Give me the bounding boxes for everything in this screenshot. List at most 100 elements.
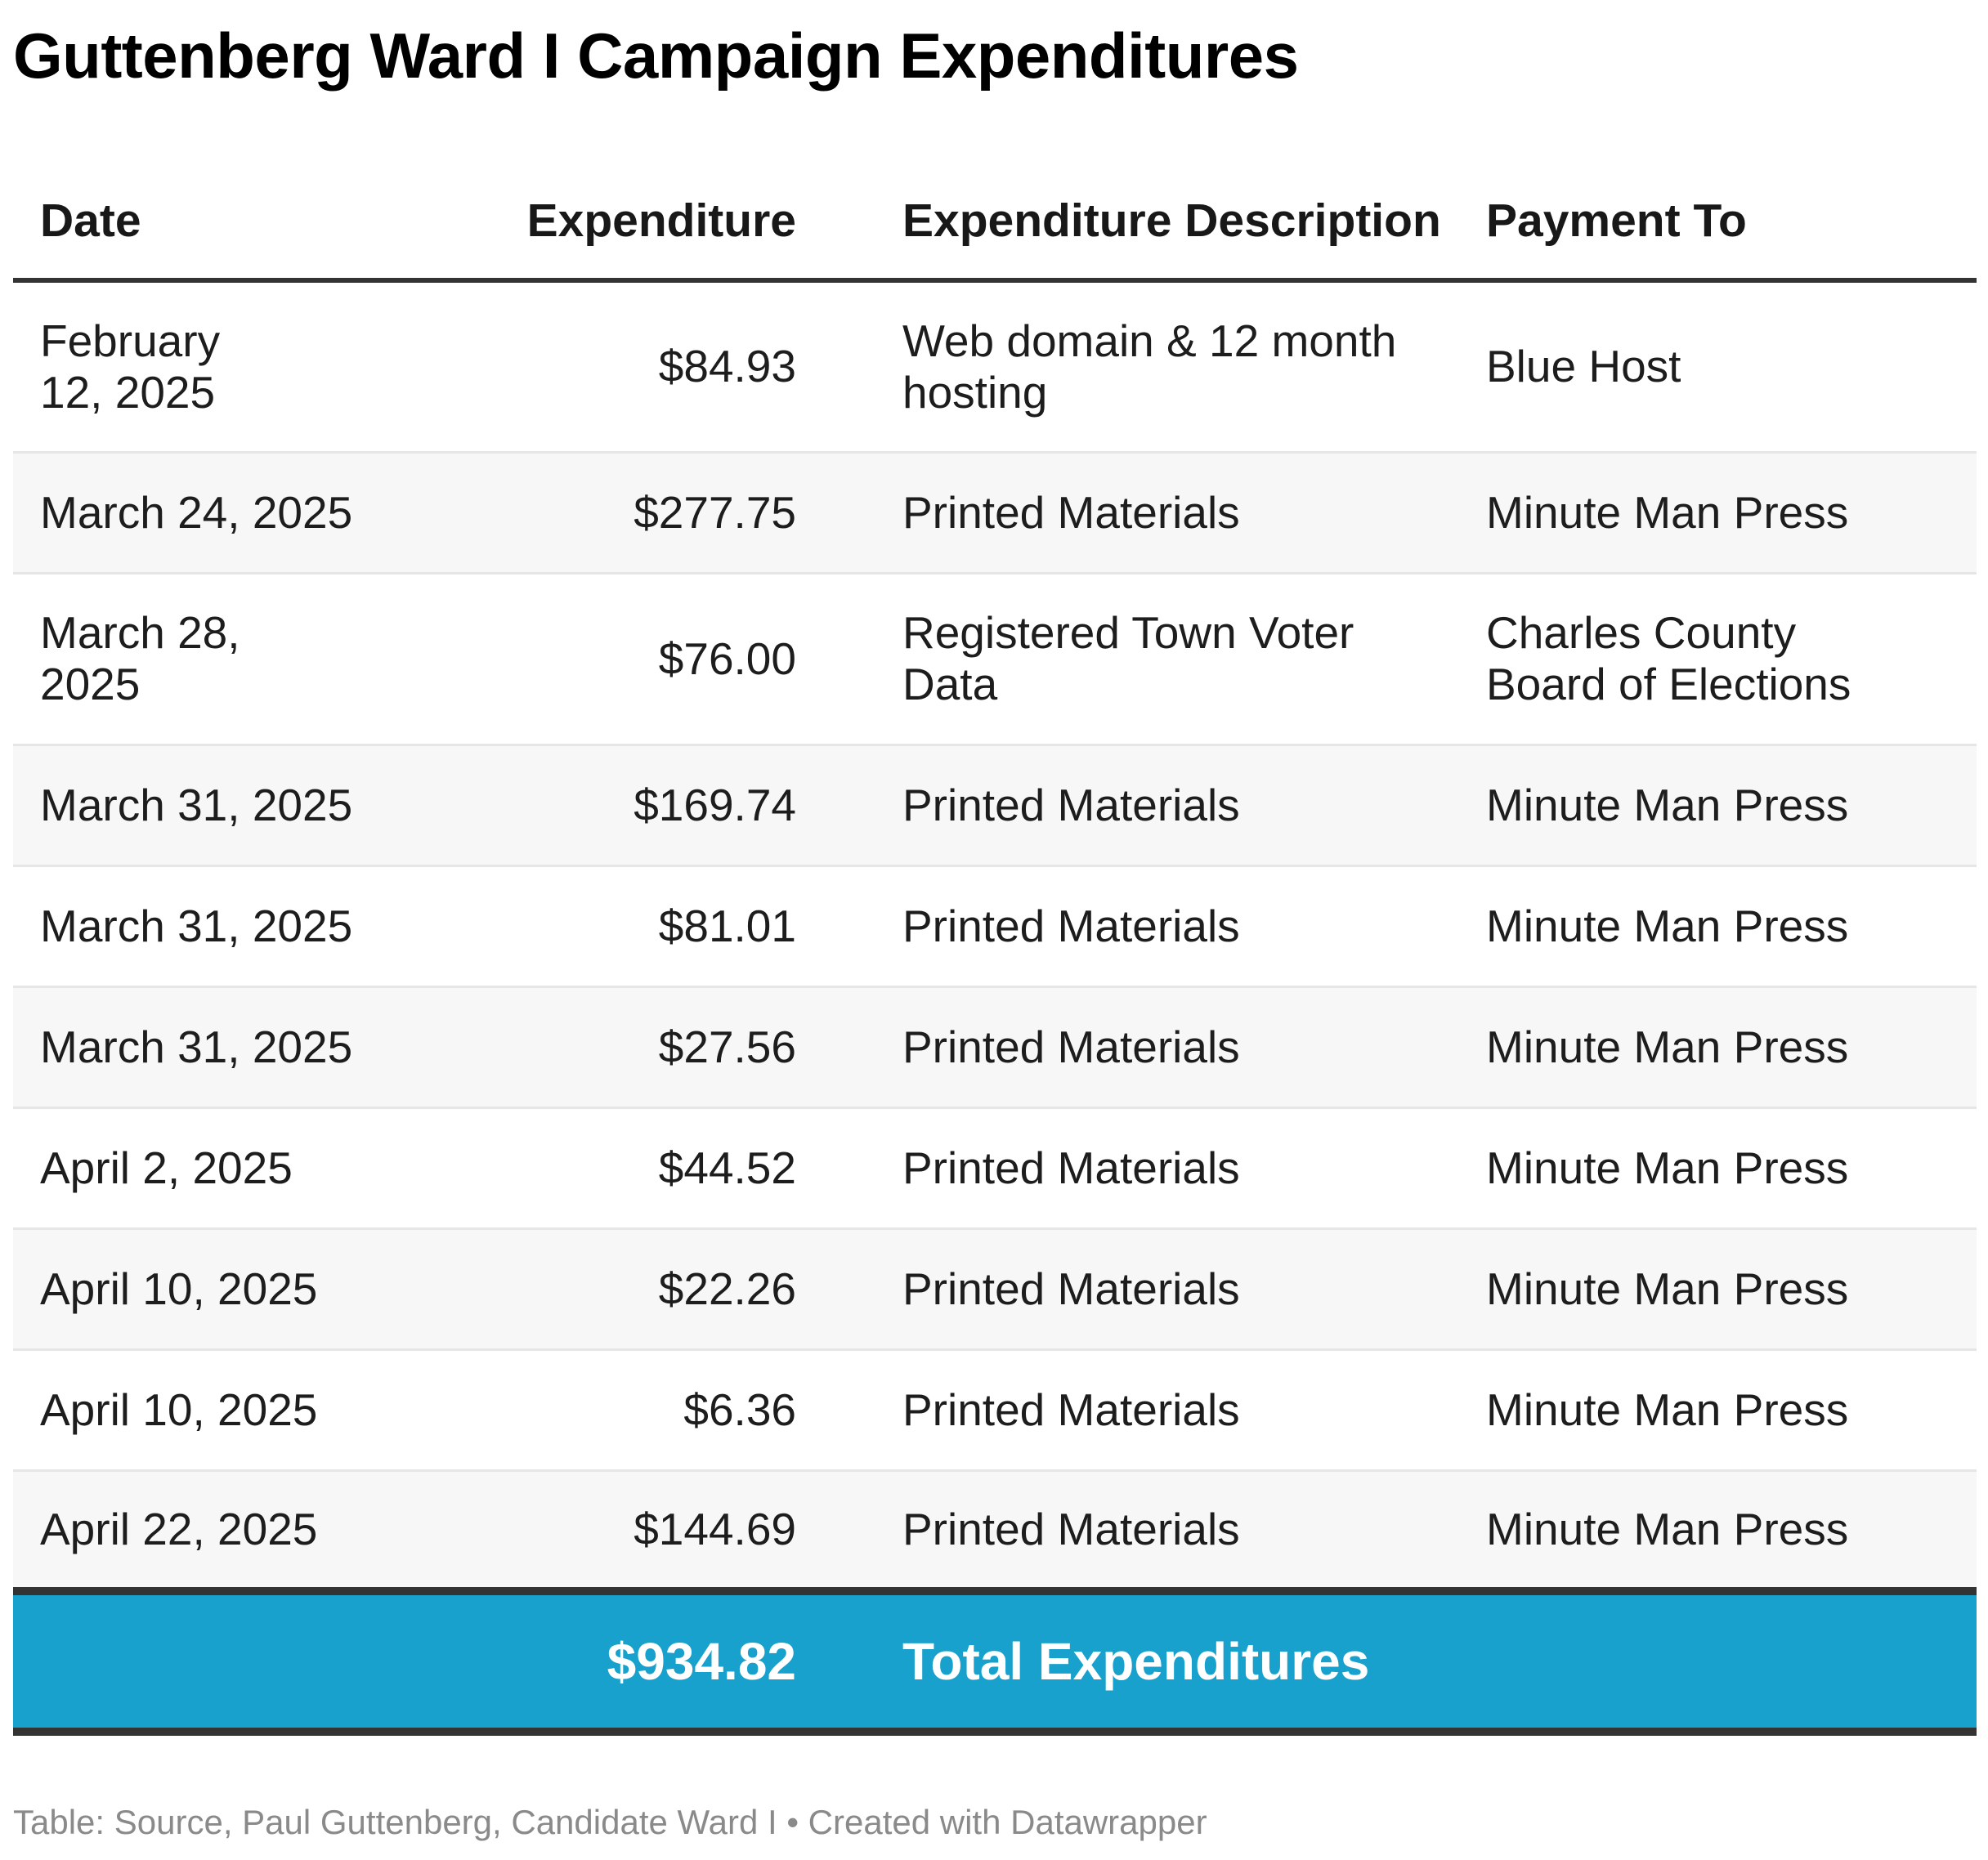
cell-description: Printed Materials: [796, 1107, 1486, 1230]
cell-expenditure: $44.52: [482, 1107, 796, 1230]
cell-date: February 12, 2025: [13, 280, 482, 454]
cell-description-text: Printed Materials: [902, 1384, 1240, 1435]
cell-description: Printed Materials: [796, 1470, 1486, 1591]
cell-description: Printed Materials: [796, 865, 1486, 988]
total-row: $934.82 Total Expenditures: [13, 1587, 1977, 1736]
cell-description: Web domain & 12 month hosting: [796, 280, 1486, 454]
cell-description-text: Printed Materials: [902, 1021, 1240, 1072]
cell-payment-to-text: Minute Man Press: [1486, 1384, 1849, 1435]
table-row: April 22, 2025 $144.69 Printed Materials Mi…: [13, 1470, 1977, 1591]
cell-expenditure-text: $76.00: [658, 633, 796, 684]
cell-payment-to-text: Minute Man Press: [1486, 486, 1849, 538]
cell-description: Printed Materials: [796, 744, 1486, 867]
table-row: March 31, 2025 $81.01 Printed Materials Min…: [13, 865, 1977, 988]
cell-payment-to: Minute Man Press: [1486, 865, 1977, 988]
table-row: March 28, 2025 $76.00 Registered Town Vote…: [13, 573, 1977, 746]
cell-expenditure-text: $44.52: [658, 1142, 796, 1193]
expenditures-table: Date Expenditure Expenditure Description…: [13, 157, 1977, 1736]
cell-description: Printed Materials: [796, 986, 1486, 1109]
cell-description-text: Printed Materials: [902, 900, 1240, 951]
cell-description-text: Printed Materials: [902, 1503, 1240, 1554]
cell-expenditure: $6.36: [482, 1349, 796, 1472]
total-amount: $934.82: [482, 1587, 796, 1736]
table-chart: Guttenberg Ward I Campaign Expenditures …: [13, 0, 1977, 1841]
cell-description-text: Printed Materials: [902, 1263, 1240, 1314]
cell-date-text: March 28, 2025: [40, 607, 240, 709]
cell-payment-to: Minute Man Press: [1486, 1107, 1977, 1230]
column-header-expenditure[interactable]: Expenditure: [482, 157, 796, 283]
total-spacer: [13, 1587, 482, 1736]
cell-payment-to: Charles County Board of Elections: [1486, 573, 1977, 746]
source-footer: Table: Source, Paul Guttenberg, Candidat…: [13, 1803, 1207, 1841]
cell-expenditure: $277.75: [482, 452, 796, 575]
total-label: Total Expenditures: [796, 1587, 1977, 1736]
cell-expenditure-text: $81.01: [658, 900, 796, 951]
cell-date-text: April 10, 2025: [40, 1384, 318, 1435]
cell-description: Registered Town Voter Data: [796, 573, 1486, 746]
table-row: March 24, 2025 $277.75 Printed Materials Mi…: [13, 452, 1977, 575]
cell-description-text: Printed Materials: [902, 779, 1240, 830]
cell-expenditure: $84.93: [482, 280, 796, 454]
cell-expenditure: $144.69: [482, 1470, 796, 1591]
cell-date-text: April 10, 2025: [40, 1263, 318, 1314]
cell-expenditure-text: $84.93: [658, 341, 796, 392]
cell-payment-to: Minute Man Press: [1486, 986, 1977, 1109]
table-row: April 10, 2025 $6.36 Printed Materials Minu…: [13, 1349, 1977, 1472]
cell-date-text: April 2, 2025: [40, 1142, 293, 1193]
cell-expenditure-text: $144.69: [634, 1503, 796, 1554]
cell-date-text: March 31, 2025: [40, 779, 353, 830]
cell-description-text: Web domain & 12 month hosting: [902, 315, 1397, 418]
cell-payment-to-text: Charles County Board of Elections: [1486, 607, 1851, 709]
cell-expenditure: $22.26: [482, 1228, 796, 1351]
cell-expenditure: $27.56: [482, 986, 796, 1109]
cell-payment-to-text: Minute Man Press: [1486, 779, 1849, 830]
table-row: March 31, 2025 $27.56 Printed Materials Min…: [13, 986, 1977, 1109]
cell-description-text: Printed Materials: [902, 486, 1240, 538]
cell-date: April 2, 2025: [13, 1107, 482, 1230]
cell-date: March 31, 2025: [13, 865, 482, 988]
cell-expenditure: $81.01: [482, 865, 796, 988]
cell-description: Printed Materials: [796, 1228, 1486, 1351]
cell-expenditure-text: $22.26: [658, 1263, 796, 1314]
cell-date-text: March 31, 2025: [40, 900, 353, 951]
column-header-date[interactable]: Date: [13, 157, 482, 283]
table-row: April 10, 2025 $22.26 Printed Materials Min…: [13, 1228, 1977, 1351]
cell-date: March 28, 2025: [13, 573, 482, 746]
cell-date: April 10, 2025: [13, 1228, 482, 1351]
cell-payment-to: Minute Man Press: [1486, 1349, 1977, 1472]
cell-payment-to: Minute Man Press: [1486, 1470, 1977, 1591]
table-row: April 2, 2025 $44.52 Printed Materials Minu…: [13, 1107, 1977, 1230]
cell-payment-to-text: Minute Man Press: [1486, 1263, 1849, 1314]
cell-payment-to-text: Minute Man Press: [1486, 1142, 1849, 1193]
table-body: February 12, 2025 $84.93 Web domain & 12 m…: [13, 280, 1977, 1591]
table-row: February 12, 2025 $84.93 Web domain & 12 m…: [13, 280, 1977, 454]
cell-description-text: Registered Town Voter Data: [902, 607, 1354, 709]
cell-description: Printed Materials: [796, 1349, 1486, 1472]
cell-expenditure-text: $169.74: [634, 779, 796, 830]
column-header-payment-to[interactable]: Payment To: [1486, 157, 1977, 283]
cell-payment-to-text: Minute Man Press: [1486, 1021, 1849, 1072]
cell-payment-to-text: Minute Man Press: [1486, 900, 1849, 951]
cell-expenditure-text: $277.75: [634, 486, 796, 538]
cell-payment-to-text: Minute Man Press: [1486, 1503, 1849, 1554]
cell-expenditure: $76.00: [482, 573, 796, 746]
column-header-description[interactable]: Expenditure Description: [796, 157, 1486, 283]
cell-payment-to-text: Blue Host: [1486, 341, 1681, 392]
cell-date: April 10, 2025: [13, 1349, 482, 1472]
cell-description: Printed Materials: [796, 452, 1486, 575]
cell-payment-to: Minute Man Press: [1486, 452, 1977, 575]
cell-date: March 31, 2025: [13, 986, 482, 1109]
cell-date-text: April 22, 2025: [40, 1503, 318, 1554]
header-row: Date Expenditure Expenditure Description…: [13, 157, 1977, 283]
cell-date: April 22, 2025: [13, 1470, 482, 1591]
cell-date-text: February 12, 2025: [40, 315, 221, 418]
cell-expenditure: $169.74: [482, 744, 796, 867]
cell-date-text: March 31, 2025: [40, 1021, 353, 1072]
chart-title: Guttenberg Ward I Campaign Expenditures: [13, 20, 1299, 92]
cell-date-text: March 24, 2025: [40, 486, 353, 538]
cell-payment-to: Minute Man Press: [1486, 1228, 1977, 1351]
cell-payment-to: Blue Host: [1486, 280, 1977, 454]
table-row: March 31, 2025 $169.74 Printed Materials Mi…: [13, 744, 1977, 867]
cell-description-text: Printed Materials: [902, 1142, 1240, 1193]
cell-expenditure-text: $27.56: [658, 1021, 796, 1072]
